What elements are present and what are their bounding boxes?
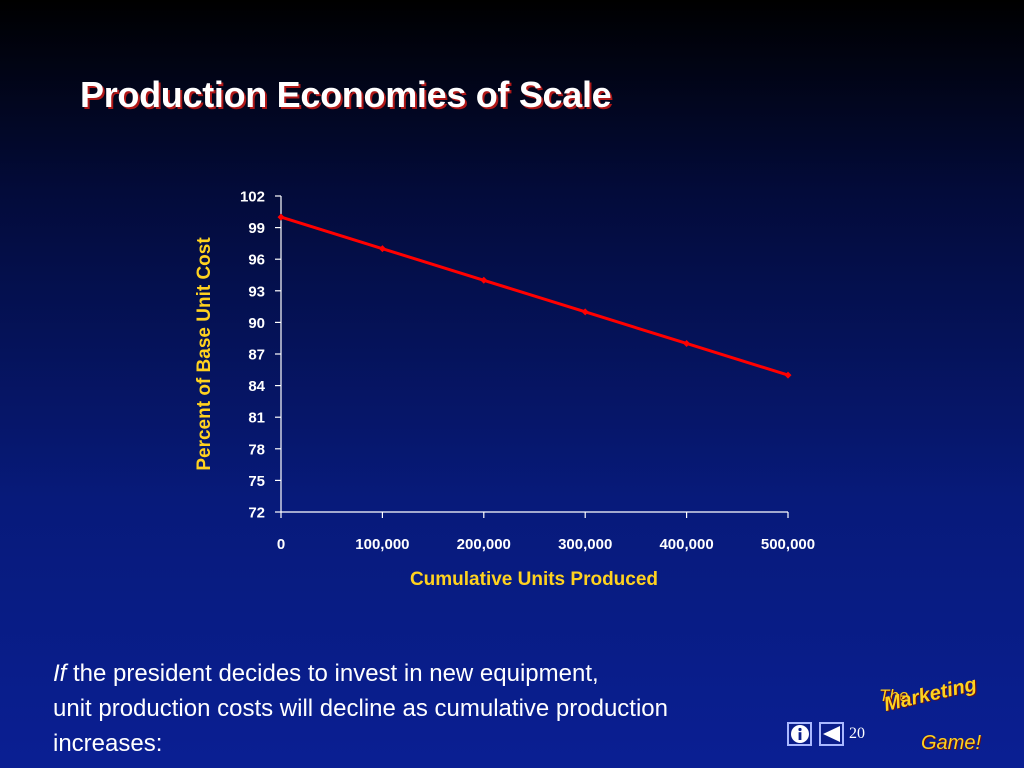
- x-tick-label: 300,000: [558, 536, 612, 553]
- y-tick-label: 99: [248, 220, 265, 237]
- caption-line-3: increases:: [53, 730, 163, 757]
- caption-if: If: [53, 660, 67, 687]
- x-axis-label: Cumulative Units Produced: [410, 569, 658, 590]
- caption-line-1: If the president decides to invest in ne…: [53, 656, 668, 691]
- data-point: [480, 276, 488, 284]
- x-tick-label: 500,000: [761, 536, 815, 553]
- x-tick-label: 400,000: [659, 536, 713, 553]
- back-button[interactable]: [819, 722, 844, 746]
- y-axis-ticks: 102 99 96 93 90 87 84 81 78 75 72: [240, 189, 281, 522]
- logo-the: The: [879, 686, 909, 705]
- y-axis-label: Percent of Base Unit Cost: [194, 237, 215, 471]
- data-point: [277, 213, 285, 221]
- info-button[interactable]: [787, 722, 812, 746]
- y-tick-label: 87: [248, 347, 265, 364]
- y-tick-label: 93: [248, 283, 265, 300]
- series-line: [280, 215, 789, 377]
- y-tick-label: 96: [248, 252, 265, 269]
- data-point: [784, 371, 792, 379]
- y-tick-label: 81: [248, 410, 265, 427]
- x-tick-label: 100,000: [355, 536, 409, 553]
- chart-series: [277, 213, 792, 379]
- x-tick-label: 0: [277, 536, 285, 553]
- data-point: [581, 308, 589, 316]
- slide-title: Production Economies of Scale: [80, 74, 612, 115]
- y-tick-label: 90: [248, 315, 265, 332]
- y-tick-label: 75: [248, 473, 265, 490]
- x-tick-label: 200,000: [457, 536, 511, 553]
- logo-game: Game!: [921, 732, 982, 754]
- data-point: [683, 339, 691, 347]
- y-tick-label: 78: [248, 441, 265, 458]
- y-tick-label: 72: [248, 505, 265, 522]
- caption-line-2: unit production costs will decline as cu…: [53, 695, 668, 722]
- caption-line-1-text: the president decides to invest in new e…: [66, 660, 599, 687]
- marketing-game-logo: The Marketing Game!: [875, 673, 995, 764]
- caption: If the president decides to invest in ne…: [53, 656, 668, 761]
- info-icon: [789, 724, 810, 744]
- x-axis-ticks: 0 100,000 200,000 300,000 400,000 500,000: [277, 512, 815, 553]
- chart-axes: [280, 196, 788, 513]
- y-tick-label: 102: [240, 189, 265, 206]
- back-arrow-icon: [823, 726, 840, 742]
- y-tick-label: 84: [248, 378, 265, 395]
- data-point: [378, 245, 386, 253]
- page-number: 20: [849, 725, 865, 742]
